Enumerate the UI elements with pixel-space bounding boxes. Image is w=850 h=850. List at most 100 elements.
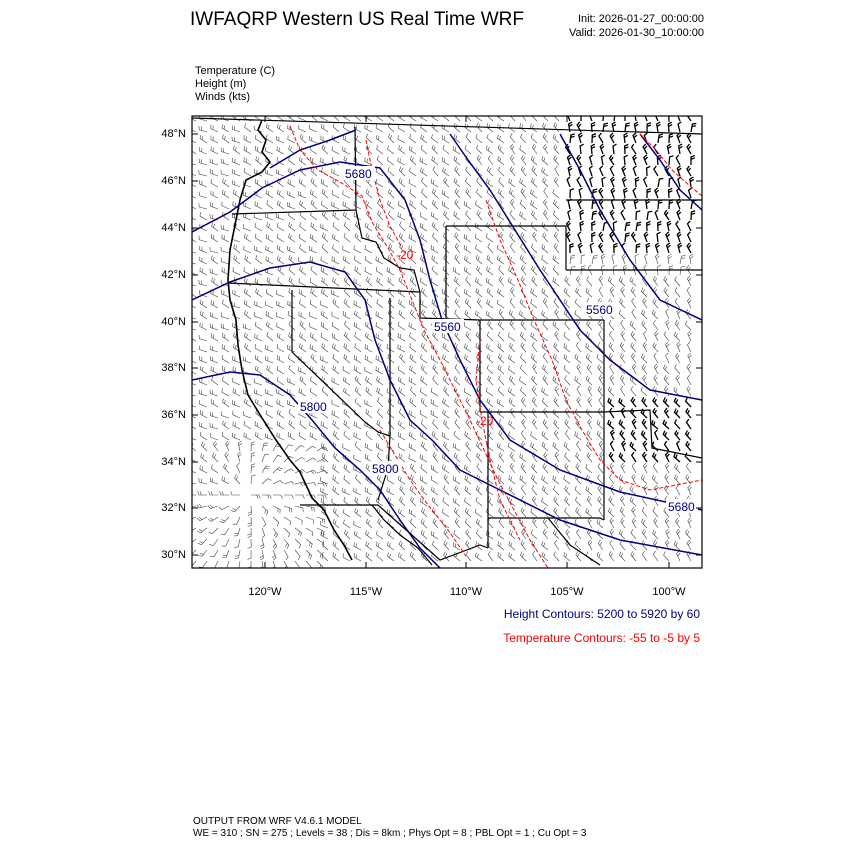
wind-barb bbox=[262, 494, 272, 499]
wind-barb bbox=[552, 287, 560, 298]
wind-barb bbox=[675, 352, 681, 364]
wind-barb bbox=[272, 549, 277, 561]
wind-barb bbox=[686, 242, 692, 254]
wind-barb bbox=[577, 231, 582, 243]
wind-barb bbox=[642, 341, 648, 353]
wind-barb bbox=[586, 430, 593, 441]
wind-barb bbox=[377, 199, 384, 210]
wind-barb bbox=[343, 420, 351, 430]
wind-barb bbox=[375, 134, 384, 144]
wind-barb bbox=[354, 397, 362, 408]
wind-barb bbox=[354, 508, 362, 518]
wind-barb bbox=[387, 397, 395, 408]
wind-barb bbox=[265, 234, 274, 243]
wind-barb bbox=[224, 451, 230, 463]
wind-barb bbox=[643, 462, 648, 474]
wind-barb bbox=[601, 176, 606, 188]
wind-barb bbox=[431, 265, 439, 276]
wind-barb bbox=[486, 287, 494, 298]
wind-barb bbox=[598, 440, 604, 452]
wind-barb bbox=[685, 529, 692, 540]
wind-barb bbox=[541, 552, 549, 562]
wind-barb bbox=[364, 321, 373, 331]
wind-barb bbox=[476, 419, 483, 430]
wind-barb bbox=[420, 354, 428, 364]
wind-barb bbox=[221, 354, 230, 364]
wind-barb bbox=[508, 255, 516, 265]
wind-barb bbox=[620, 209, 626, 221]
wind-barb bbox=[598, 242, 604, 254]
wind-barb bbox=[686, 143, 692, 155]
wind-barb bbox=[353, 124, 362, 133]
wind-barb bbox=[354, 232, 362, 243]
wind-barb bbox=[654, 187, 660, 199]
wind-barb bbox=[309, 233, 318, 243]
wind-barb bbox=[386, 487, 395, 496]
wind-barb bbox=[530, 332, 538, 342]
wind-barb bbox=[553, 551, 560, 562]
wind-barb bbox=[316, 470, 328, 474]
wind-barb bbox=[354, 310, 362, 320]
height-contour-label: 5560 bbox=[434, 320, 461, 334]
wind-barb bbox=[192, 268, 197, 276]
wind-barb bbox=[294, 505, 304, 512]
wind-barb bbox=[612, 220, 618, 232]
wind-barb bbox=[652, 407, 659, 419]
wind-barb bbox=[668, 155, 674, 166]
wind-barb bbox=[553, 122, 560, 133]
wind-barb bbox=[530, 320, 538, 331]
wind-barb bbox=[643, 484, 648, 496]
wind-barb bbox=[354, 441, 362, 452]
wind-barb bbox=[276, 312, 285, 320]
wind-barb bbox=[654, 484, 659, 496]
wind-barb bbox=[207, 504, 219, 509]
wind-barb bbox=[552, 376, 560, 386]
wind-barb bbox=[599, 143, 605, 155]
wind-barb bbox=[497, 552, 505, 562]
wind-barb bbox=[208, 527, 219, 535]
wind-barb bbox=[266, 332, 274, 342]
wind-barb bbox=[261, 505, 269, 516]
wind-barb bbox=[610, 176, 615, 188]
wind-barb bbox=[611, 253, 616, 265]
wind-barb bbox=[354, 375, 362, 386]
wind-barb bbox=[687, 187, 693, 199]
wind-barb bbox=[563, 287, 571, 298]
wind-barb bbox=[553, 496, 560, 507]
wind-barb bbox=[320, 321, 329, 331]
wind-barb bbox=[365, 133, 373, 144]
wind-barb bbox=[687, 341, 692, 353]
wind-barb bbox=[309, 387, 318, 397]
wind-barb bbox=[410, 254, 417, 265]
wind-barb bbox=[452, 146, 461, 155]
wind-barb bbox=[602, 116, 605, 122]
wind-barb bbox=[419, 299, 428, 309]
wind-barb bbox=[609, 539, 615, 551]
wind-barb bbox=[397, 200, 406, 210]
wind-barb bbox=[365, 376, 373, 386]
wind-barb bbox=[409, 134, 417, 144]
wind-barb bbox=[364, 157, 373, 166]
wind-barb bbox=[564, 507, 571, 518]
wind-barb bbox=[299, 266, 307, 276]
wind-barb bbox=[299, 211, 307, 221]
wind-barb bbox=[463, 233, 472, 243]
wind-barb bbox=[443, 485, 450, 496]
wind-barb bbox=[294, 456, 305, 463]
wind-barb bbox=[580, 116, 582, 121]
temperature-contour-label: -20 bbox=[396, 248, 414, 262]
wind-barb bbox=[618, 309, 626, 320]
wind-barb bbox=[609, 473, 615, 485]
wind-barb bbox=[441, 333, 450, 342]
wind-barb bbox=[287, 310, 296, 320]
wind-barb bbox=[465, 551, 472, 562]
wind-barb bbox=[498, 518, 505, 529]
wind-barb bbox=[321, 452, 329, 463]
wind-barb bbox=[588, 165, 594, 177]
wind-barb bbox=[419, 266, 428, 276]
wind-barb bbox=[320, 310, 329, 320]
wind-barb bbox=[353, 354, 362, 364]
wind-barb bbox=[331, 201, 340, 210]
wind-barb bbox=[643, 264, 648, 276]
wind-barb bbox=[353, 245, 362, 254]
